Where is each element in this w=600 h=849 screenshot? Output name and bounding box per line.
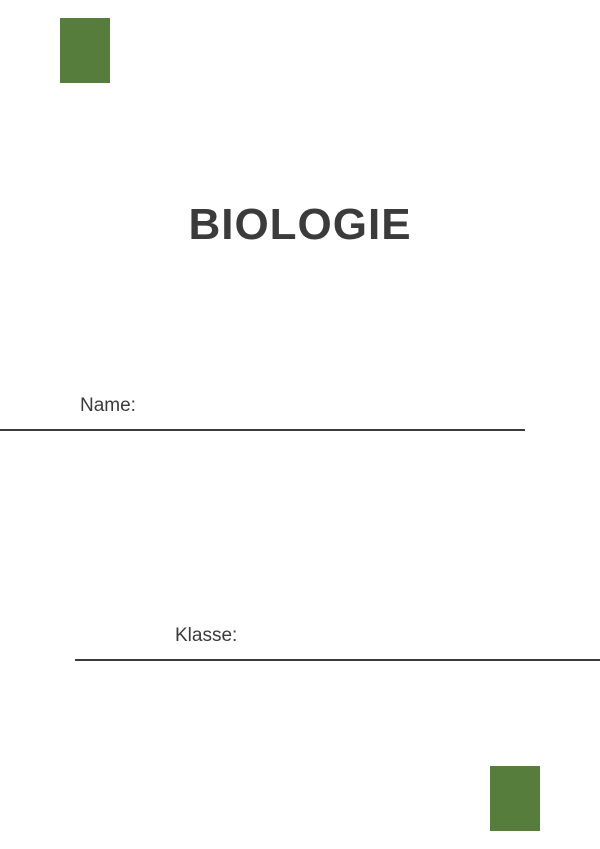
accent-rectangle-bottom — [490, 766, 540, 831]
klasse-underline — [75, 659, 600, 661]
name-label: Name: — [80, 395, 136, 417]
page-title: BIOLOGIE — [0, 200, 600, 250]
klasse-label: Klasse: — [175, 625, 237, 647]
name-underline — [0, 429, 525, 431]
accent-rectangle-top — [60, 18, 110, 83]
